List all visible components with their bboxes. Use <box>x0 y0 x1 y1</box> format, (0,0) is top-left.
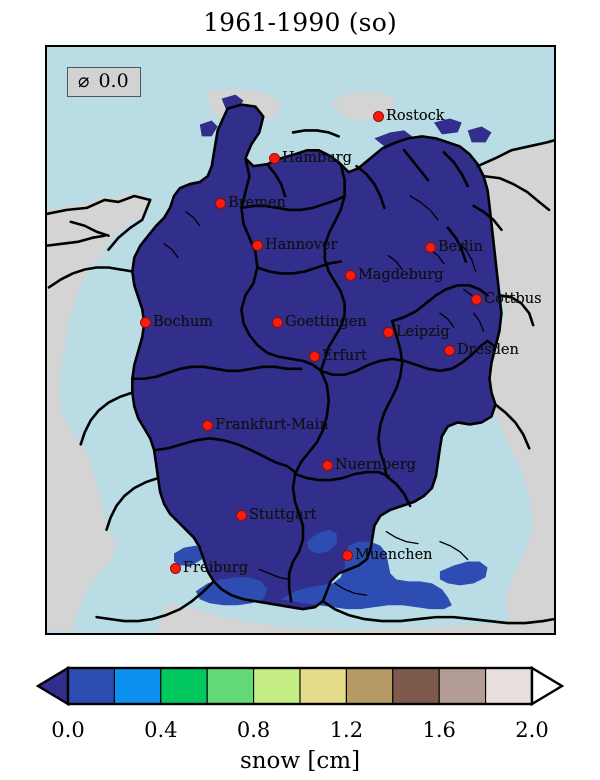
colorbar-cell-4 <box>253 667 301 705</box>
colorbar-cell-5 <box>299 667 347 705</box>
page-title: 1961-1990 (so) <box>203 8 397 37</box>
city-marker-magdeburg[interactable] <box>344 269 356 281</box>
colorbar-cell-9 <box>485 667 533 705</box>
city-label-hamburg: Hamburg <box>282 150 352 166</box>
mean-value: 0.0 <box>98 70 129 92</box>
city-label-leipzig: Leipzig <box>396 324 450 340</box>
city-marker-nuernberg[interactable] <box>321 459 333 471</box>
colorbar-cell-0 <box>67 667 115 705</box>
city-label-frankfurt-main: Frankfurt-Main <box>215 417 329 433</box>
colorbar-tick-4: 1.6 <box>422 718 456 742</box>
city-marker-frankfurt-main[interactable] <box>201 419 213 431</box>
city-marker-rostock[interactable] <box>372 110 384 122</box>
city-label-rostock: Rostock <box>386 108 445 124</box>
city-marker-freiburg[interactable] <box>169 562 181 574</box>
map-panel: ⌀ 0.0 Rostock Hamburg Bremen Hannover Berlin M… <box>45 45 556 635</box>
city-label-muenchen: Muenchen <box>355 547 433 563</box>
colorbar-cell-7 <box>392 667 440 705</box>
colorbar-over-arrow <box>530 665 565 707</box>
city-marker-berlin[interactable] <box>424 241 436 253</box>
city-marker-bremen[interactable] <box>214 197 226 209</box>
city-marker-goettingen[interactable] <box>271 316 283 328</box>
city-marker-hamburg[interactable] <box>268 152 280 164</box>
colorbar-cell-8 <box>438 667 487 705</box>
city-marker-leipzig[interactable] <box>382 326 394 338</box>
city-label-freiburg: Freiburg <box>183 560 249 576</box>
city-marker-bochum[interactable] <box>139 316 151 328</box>
city-label-erfurt: Erfurt <box>322 348 367 364</box>
city-label-dresden: Dresden <box>457 342 519 358</box>
colorbar-swatches <box>35 665 565 707</box>
colorbar-cell-1 <box>113 667 162 705</box>
city-label-magdeburg: Magdeburg <box>358 267 444 283</box>
city-label-berlin: Berlin <box>438 239 483 255</box>
germany-snow-map <box>47 47 554 633</box>
city-label-nuernberg: Nuernberg <box>335 457 416 473</box>
colorbar-tick-3: 1.2 <box>329 718 364 742</box>
colorbar-cell-3 <box>206 667 255 705</box>
city-label-goettingen: Goettingen <box>285 314 367 330</box>
city-label-bremen: Bremen <box>228 195 286 211</box>
colorbar-tick-1: 0.4 <box>144 718 178 742</box>
city-label-stuttgart: Stuttgart <box>249 507 317 523</box>
detail-line-layer <box>163 195 485 596</box>
colorbar-tick-5: 2.0 <box>515 718 549 742</box>
city-marker-stuttgart[interactable] <box>235 509 247 521</box>
colorbar-cells <box>35 665 565 707</box>
colorbar-cell-2 <box>160 667 208 705</box>
city-marker-erfurt[interactable] <box>308 350 320 362</box>
city-marker-hannover[interactable] <box>251 239 263 251</box>
colorbar-axis-label: snow [cm] <box>239 748 361 774</box>
mean-annotation-box: ⌀ 0.0 <box>67 67 141 98</box>
city-label-hannover: Hannover <box>265 237 338 253</box>
mean-symbol-icon: ⌀ <box>78 70 90 92</box>
city-marker-muenchen[interactable] <box>341 549 353 561</box>
city-label-bochum: Bochum <box>153 314 213 330</box>
city-label-cottbus: Cottbus <box>484 291 542 307</box>
colorbar-cell-6 <box>345 667 394 705</box>
colorbar-under-arrow <box>35 665 70 707</box>
colorbar-tick-2: 0.8 <box>236 718 271 742</box>
city-marker-cottbus[interactable] <box>470 293 482 305</box>
colorbar: 0.0 0.4 0.8 1.2 1.6 2.0 snow [cm] <box>0 660 600 780</box>
city-marker-dresden[interactable] <box>443 344 455 356</box>
border-layer <box>47 103 554 625</box>
colorbar-tick-0: 0.0 <box>51 718 85 742</box>
